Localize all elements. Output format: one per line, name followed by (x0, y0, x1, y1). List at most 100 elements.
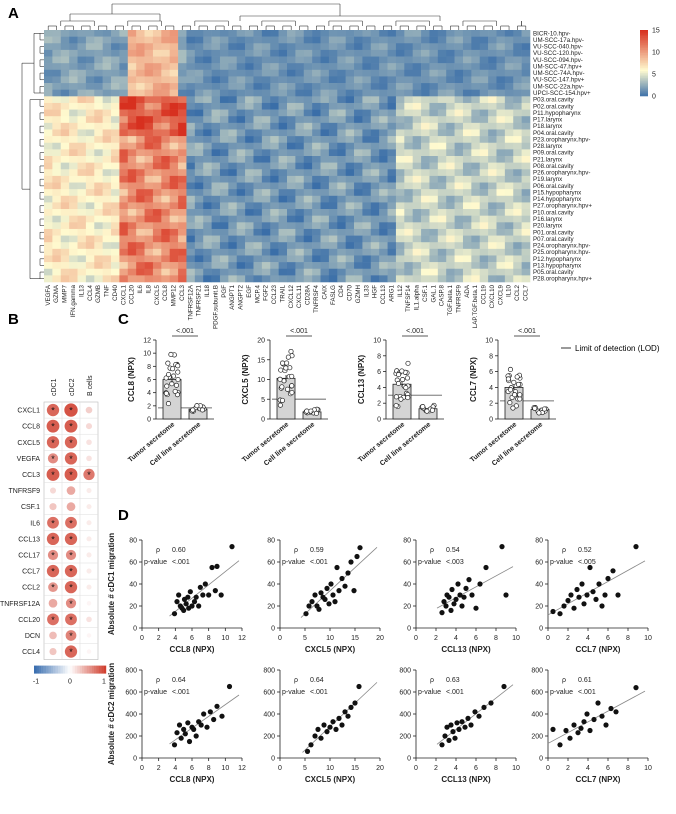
heatmap-cell (454, 248, 464, 256)
heatmap-cell (236, 102, 246, 110)
heatmap-cell (337, 83, 346, 90)
heatmap-cell (345, 242, 355, 250)
heatmap-cell (203, 43, 212, 51)
heatmap-cell (303, 222, 313, 230)
heatmap-cell (94, 142, 103, 150)
y-tick-label: 0 (489, 417, 493, 424)
heatmap-cell (303, 69, 313, 77)
rho-symbol: ρ (156, 547, 160, 554)
heatmap-cell (287, 63, 296, 71)
heatmap-cell (119, 142, 129, 150)
bubble-circle (65, 613, 77, 626)
heatmap-cell (354, 215, 363, 223)
bubble-significance-star: * (69, 470, 73, 480)
heatmap-cell (161, 202, 170, 210)
heatmap-cell (94, 116, 103, 124)
heatmap-cell (60, 149, 70, 157)
heatmap-cell (270, 89, 279, 97)
heatmap-cell (395, 222, 405, 230)
bubble-circle (66, 502, 76, 511)
heatmap-cell (337, 169, 346, 177)
heatmap-cell (312, 69, 321, 77)
heatmap-cell (178, 56, 187, 64)
heatmap-cell (236, 89, 246, 97)
heatmap-cell (136, 69, 145, 77)
bubble-row-label: CXCL5 (17, 440, 40, 447)
heatmap-cell (379, 109, 388, 117)
heatmap-cell (186, 268, 196, 276)
x-tick-label: 6 (474, 765, 478, 772)
data-point (185, 594, 191, 600)
heatmap-cell (119, 162, 129, 170)
heatmap-cell (328, 156, 338, 163)
heatmap-cell (395, 36, 405, 44)
heatmap-cell (236, 63, 246, 71)
data-point (165, 401, 172, 407)
heatmap-cell (69, 268, 78, 276)
bubble-significance-star: * (69, 631, 73, 641)
x-tick-label: 0 (414, 765, 418, 772)
bubble-legend-segment (94, 665, 97, 674)
heatmap-cell (454, 30, 464, 37)
heatmap-cell (362, 63, 372, 71)
heatmap-cell (429, 215, 439, 223)
heatmap-cell (354, 89, 363, 97)
heatmap-cell (261, 175, 271, 183)
heatmap-cell (454, 209, 464, 216)
heatmap-cell (471, 222, 481, 230)
heatmap-cell (119, 136, 129, 144)
heatmap-cell (521, 202, 531, 210)
heatmap-cell (328, 89, 338, 97)
heatmap-cell (370, 189, 380, 197)
heatmap-cell (471, 109, 481, 117)
heatmap-cell (504, 215, 514, 223)
data-point (308, 742, 314, 748)
heatmap-cell (261, 102, 271, 110)
heatmap-cell (136, 189, 145, 197)
heatmap-cell (119, 156, 129, 163)
y-axis-title: CCL13 (NPX) (357, 354, 366, 404)
heatmap-cell (370, 275, 380, 283)
data-point (211, 716, 217, 723)
heatmap-cell (303, 228, 313, 236)
heatmap-cell (69, 248, 78, 256)
heatmap-cell (186, 215, 196, 223)
heatmap-cell (270, 175, 279, 183)
heatmap-cell (496, 255, 506, 263)
heatmap-cell (178, 255, 187, 263)
heatmap-column-label: TNFRSF21 (196, 284, 203, 316)
y-tick-label: 80 (129, 538, 137, 545)
heatmap-cell (261, 215, 271, 223)
heatmap-cell (379, 36, 388, 44)
heatmap-cell (429, 202, 439, 210)
bubble-circle (46, 419, 60, 433)
heatmap-cell (513, 129, 522, 137)
heatmap-cell (245, 228, 254, 236)
heatmap-cell (178, 96, 187, 104)
heatmap-cell (85, 255, 95, 263)
heatmap-cell (412, 56, 422, 64)
heatmap-cell (370, 202, 380, 210)
heatmap-cell (454, 102, 464, 110)
heatmap-column-label: IL8 (145, 284, 152, 293)
heatmap-cell (52, 175, 62, 183)
heatmap-cell (429, 49, 439, 57)
heatmap-cell (77, 202, 87, 210)
heatmap-cell (295, 43, 305, 51)
heatmap-cell (194, 189, 204, 197)
heatmap-cell (178, 268, 187, 276)
data-point (226, 683, 233, 690)
heatmap-cell (186, 202, 196, 210)
x-axis-title: CCL8 (NPX) (170, 645, 215, 654)
heatmap-cell (194, 49, 204, 57)
heatmap-cell (119, 109, 129, 117)
heatmap-cell (370, 235, 380, 243)
bubble-legend-segment (86, 665, 90, 674)
data-point (229, 544, 235, 550)
heatmap-cell (387, 202, 397, 210)
heatmap-cell (412, 96, 422, 104)
data-point (186, 738, 193, 745)
heatmap-cell (60, 43, 70, 51)
heatmap-cell (488, 156, 497, 163)
